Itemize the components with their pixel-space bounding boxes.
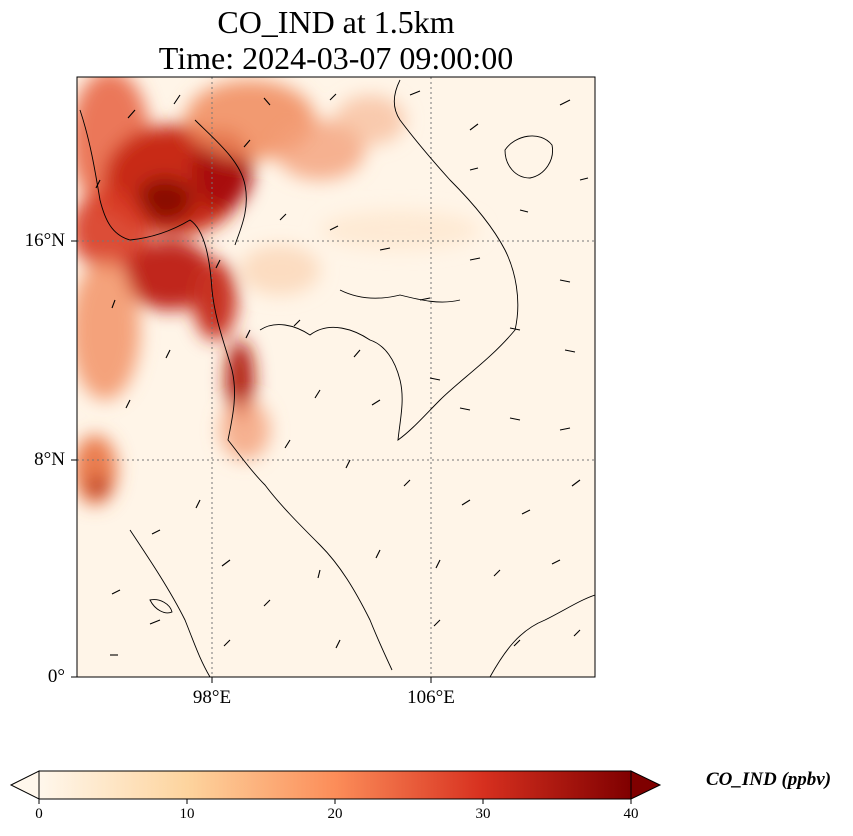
colorbar-label: CO_IND (ppbv) — [706, 769, 832, 790]
lon-tick-label: 106°E — [407, 687, 455, 708]
lon-tick-label: 98°E — [192, 687, 232, 708]
colorbar — [9, 770, 662, 804]
colorbar-tick-label: 20 — [327, 806, 343, 822]
coastlines — [79, 79, 595, 677]
co-concentration-field — [77, 77, 480, 505]
lat-tick-label: 0° — [47, 666, 65, 687]
colorbar-gradient — [38, 770, 632, 800]
map-subtitle-time: Time: 2024-03-07 09:00:00 — [158, 40, 514, 76]
axis-ticks — [71, 240, 432, 683]
colorbar-tick-label: 40 — [623, 806, 639, 822]
lat-tick-label: 8°N — [34, 449, 65, 470]
lat-tick-label: 16°N — [24, 230, 65, 251]
colorbar-tick-label: 30 — [475, 806, 491, 822]
wind-vectors — [95, 90, 589, 656]
colorbar-tick-label: 10 — [179, 806, 195, 822]
colorbar-tick-label: 0 — [35, 806, 43, 822]
map-plot — [71, 76, 596, 683]
colorbar-extend-high — [630, 770, 662, 800]
colorbar-extend-low — [9, 770, 40, 800]
map-title: CO_IND at 1.5km — [217, 4, 455, 40]
gridlines — [77, 77, 595, 677]
map-frame — [76, 76, 596, 678]
